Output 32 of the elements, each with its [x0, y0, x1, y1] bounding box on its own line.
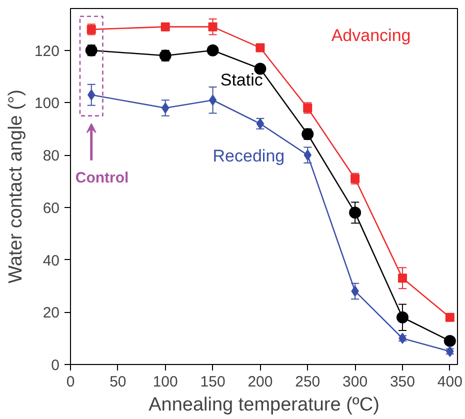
x-tick-label: 250 [295, 374, 320, 390]
point [349, 206, 362, 219]
y-tick-label: 100 [34, 95, 60, 112]
x-tick-label: 350 [390, 374, 416, 390]
point [208, 94, 217, 106]
point [208, 22, 218, 32]
series-label: Receding [212, 146, 285, 166]
x-tick-label: 0 [66, 374, 75, 390]
point [396, 311, 408, 324]
point [444, 334, 456, 347]
annotation: Control [75, 170, 129, 186]
y-tick-label: 0 [51, 357, 60, 374]
x-tick-label: 300 [342, 374, 368, 390]
x-tick-label: 50 [110, 374, 126, 390]
x-axis-title: Annealing temperature (ºC) [148, 394, 380, 416]
text: Advancing [331, 26, 411, 46]
x-tick-label: 400 [437, 374, 462, 390]
y-tick-label: 80 [42, 148, 60, 165]
y-tick-label: 60 [42, 200, 60, 217]
series-label: Static [220, 70, 264, 90]
x-tick-label: 150 [200, 374, 226, 390]
y-axis-title: Water contact angle (°) [5, 90, 26, 284]
point [445, 312, 454, 322]
point [206, 44, 219, 56]
x-tick-label: 200 [248, 374, 273, 390]
point [160, 22, 170, 32]
x-tick-label: 100 [152, 374, 178, 390]
point [398, 274, 407, 283]
point [256, 43, 265, 52]
y-tick-label: 40 [42, 252, 60, 270]
y-tick-label: 120 [34, 42, 60, 60]
y-tick-label: 20 [42, 304, 60, 322]
